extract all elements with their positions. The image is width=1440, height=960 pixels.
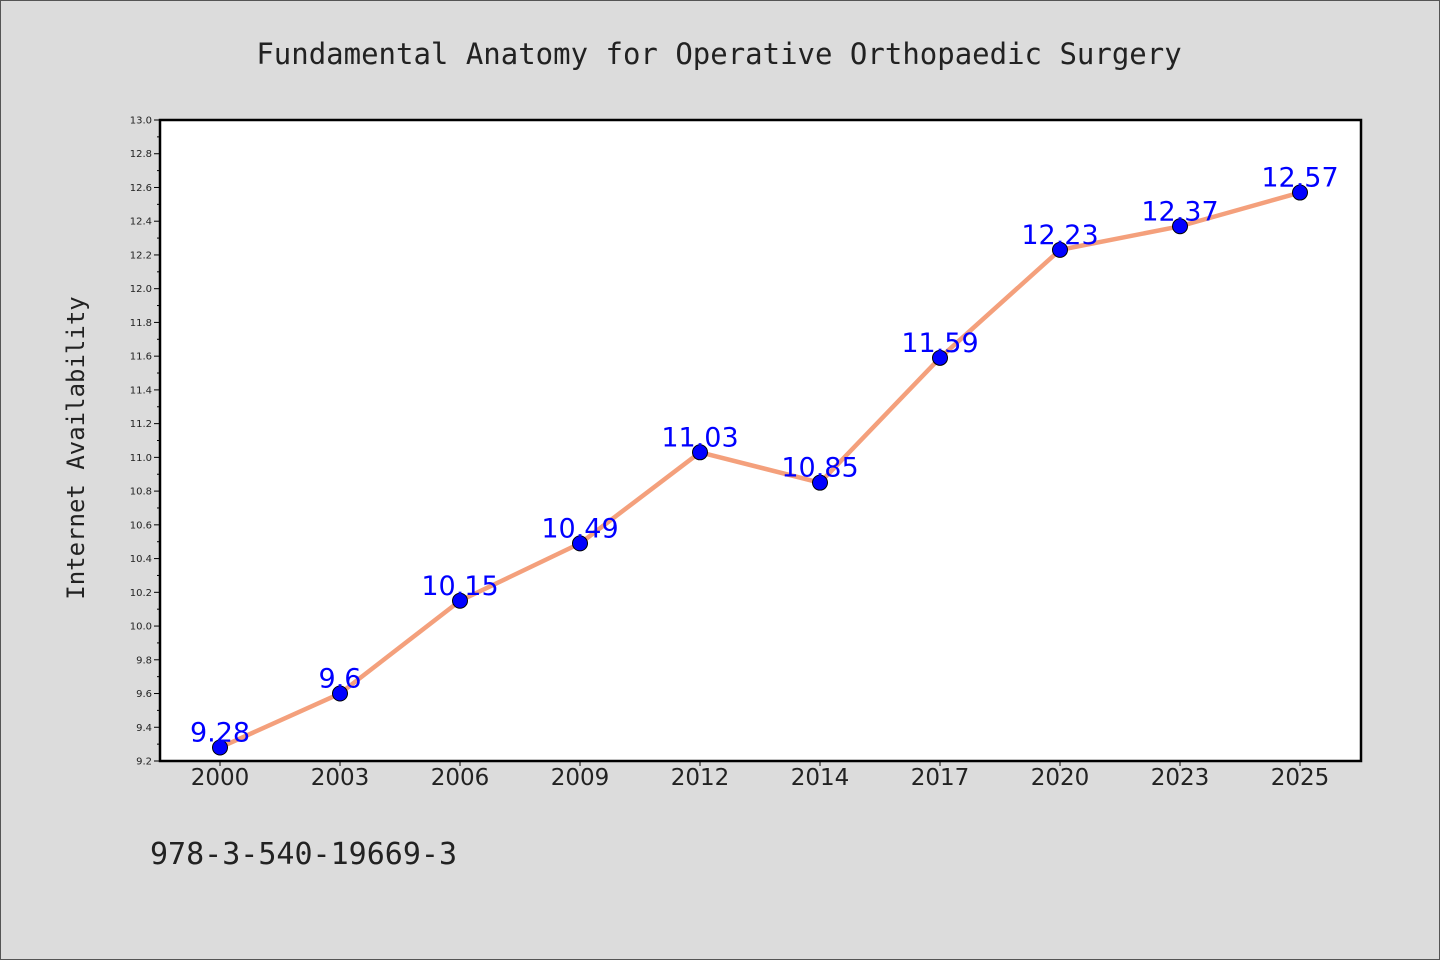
data-point <box>452 592 468 609</box>
data-label: 12.57 <box>1261 163 1338 194</box>
data-point <box>572 535 588 552</box>
x-tick-label: 2017 <box>911 765 970 791</box>
chart-title: Fundamental Anatomy for Operative Orthop… <box>256 37 1181 71</box>
y-tick-label: 9.2 <box>136 757 152 768</box>
data-label: 12.37 <box>1141 196 1218 227</box>
data-label: 10.49 <box>541 513 618 544</box>
x-tick-label: 2000 <box>191 765 250 791</box>
y-tick-label: 9.8 <box>136 655 152 666</box>
y-tick-label: 9.4 <box>136 723 152 734</box>
data-point <box>212 739 228 756</box>
y-tick-label: 12.6 <box>130 183 152 194</box>
x-tick-label: 2023 <box>1151 765 1210 791</box>
x-tick-label: 2020 <box>1031 765 1090 791</box>
y-tick-label: 10.6 <box>130 520 152 531</box>
x-tick-label: 2025 <box>1271 765 1330 791</box>
y-tick-label: 12.4 <box>130 217 152 228</box>
data-label: 10.85 <box>781 453 858 484</box>
x-tick-label: 2009 <box>551 765 610 791</box>
data-label: 9.6 <box>319 664 362 695</box>
y-tick-label: 10.8 <box>130 487 152 498</box>
data-label: 9.28 <box>190 718 250 749</box>
x-tick-label: 2003 <box>311 765 370 791</box>
y-axis-label: Internet Availability <box>62 296 90 599</box>
data-point <box>1292 184 1308 201</box>
footer-isbn: 978-3-540-19669-3 <box>150 837 457 872</box>
x-axis: 2000 2003 2006 2009 2012 2014 2017 2020 2023 2025 <box>191 761 1330 791</box>
y-tick-label: 12.2 <box>130 250 152 261</box>
data-labels: 9.28 9.6 10.15 10.49 11.03 10.85 11.59 12.23 12.… <box>190 163 1339 749</box>
y-tick-label: 11.2 <box>130 419 152 430</box>
y-tick-label: 11.4 <box>130 385 152 396</box>
y-axis: 9.2 9.4 9.6 9.8 10.0 10.2 10.4 10.6 10.8 11.0 11.2… <box>130 116 160 768</box>
data-point <box>332 685 348 702</box>
data-point <box>1052 241 1068 258</box>
data-point <box>932 349 948 366</box>
series-line <box>217 190 1303 750</box>
y-tick-label: 10.2 <box>130 588 152 599</box>
data-label: 10.15 <box>421 571 498 602</box>
data-point <box>692 444 708 461</box>
y-tick-label: 11.8 <box>130 318 152 329</box>
data-point <box>812 474 828 491</box>
data-point <box>1172 218 1188 235</box>
x-tick-label: 2012 <box>671 765 730 791</box>
data-label: 11.03 <box>661 422 738 453</box>
data-label: 12.23 <box>1021 220 1098 251</box>
y-tick-label: 9.6 <box>136 689 152 700</box>
plot-area <box>158 118 1363 763</box>
y-tick-label: 12.0 <box>130 284 152 295</box>
y-tick-label: 13.0 <box>130 116 152 127</box>
series-group <box>212 184 1308 756</box>
y-tick-label: 10.0 <box>130 622 152 633</box>
y-tick-label: 11.0 <box>130 453 152 464</box>
y-tick-label: 11.6 <box>130 352 152 363</box>
y-tick-label: 12.8 <box>130 149 152 160</box>
x-tick-label: 2014 <box>791 765 850 791</box>
x-tick-label: 2006 <box>431 765 490 791</box>
data-label: 11.59 <box>901 328 978 359</box>
y-tick-label: 10.4 <box>130 554 152 565</box>
